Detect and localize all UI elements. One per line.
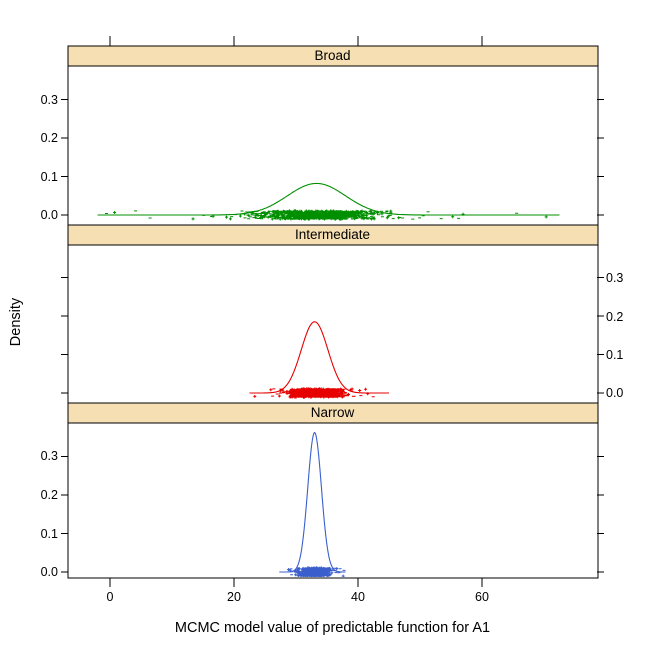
x-tick-40: 40 (351, 590, 365, 604)
y-tick-intermediate-0.3: 0.3 (606, 271, 624, 285)
y-axis-title: Density (8, 297, 24, 347)
rug-points-broad (105, 209, 548, 221)
axis-ticks (61, 36, 604, 587)
density-curve-narrow (279, 432, 346, 573)
rug-points-intermediate (253, 387, 375, 399)
strip-label-narrow: Narrow (310, 405, 355, 420)
x-tick-20: 20 (227, 590, 241, 604)
x-tick-60: 60 (475, 590, 489, 604)
panel-border-broad (67, 65, 599, 226)
density-group-narrow (279, 432, 346, 577)
strip-label-intermediate: Intermediate (294, 227, 371, 242)
y-tick-broad-0.2: 0.2 (40, 131, 58, 145)
density-curve-broad (97, 182, 560, 216)
panel-border-narrow (67, 422, 599, 579)
panel-border-intermediate (67, 244, 599, 404)
y-tick-broad-0.0: 0.0 (40, 208, 58, 222)
y-tick-broad-0.1: 0.1 (40, 170, 58, 184)
y-tick-broad-0.3: 0.3 (40, 93, 58, 107)
density-curve-intermediate (249, 321, 389, 394)
density-group-intermediate (249, 321, 389, 399)
y-tick-intermediate-0.2: 0.2 (606, 310, 624, 324)
y-tick-narrow-0.0: 0.0 (40, 565, 58, 579)
density-group-broad (97, 182, 560, 221)
strip-label-broad: Broad (314, 48, 351, 63)
y-tick-narrow-0.2: 0.2 (40, 488, 58, 502)
y-tick-intermediate-0.1: 0.1 (606, 348, 624, 362)
x-tick-0: 0 (106, 590, 114, 604)
y-tick-intermediate-0.0: 0.0 (606, 386, 624, 400)
y-tick-narrow-0.3: 0.3 (40, 449, 58, 463)
y-tick-narrow-0.1: 0.1 (40, 527, 58, 541)
x-axis-title: MCMC model value of predictable function… (174, 620, 491, 636)
rug-points-narrow (287, 566, 346, 577)
